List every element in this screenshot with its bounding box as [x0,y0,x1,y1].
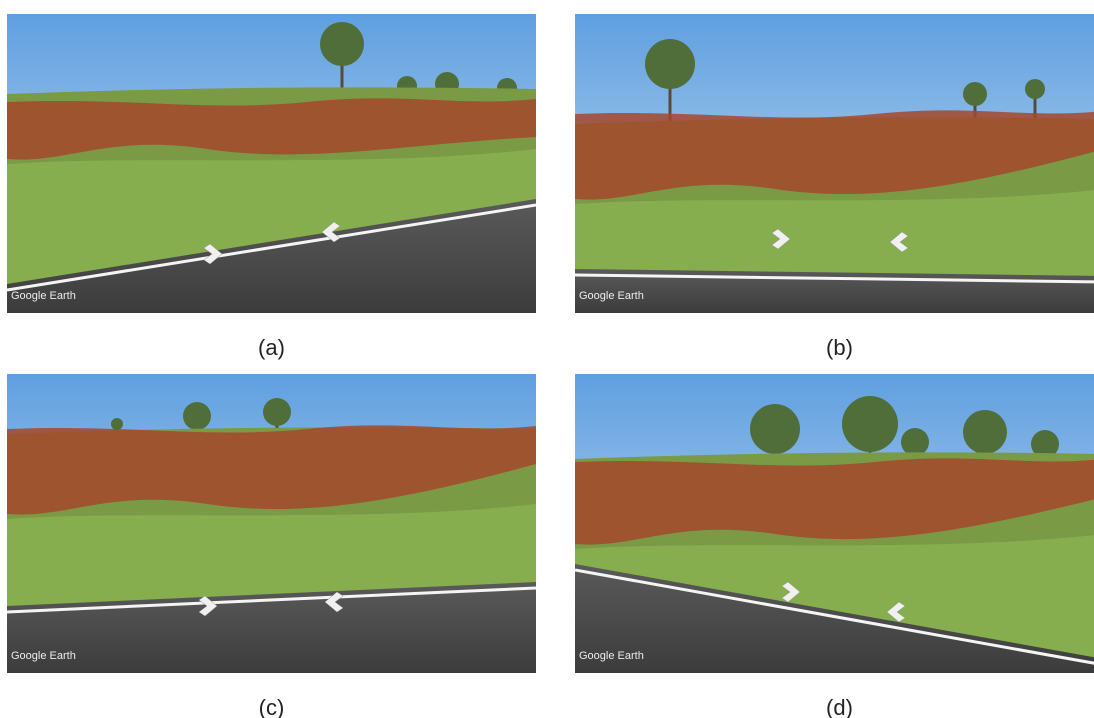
tree-crown [111,418,123,430]
photo: Google Earth [7,374,536,673]
tree-crown [842,396,898,452]
tree-crown [963,82,987,106]
tree-crown [320,22,364,66]
watermark: Google Earth [11,290,76,302]
tree-crown [901,428,929,456]
caption: (a) [258,335,285,360]
tree-crown [263,398,291,426]
tree-crown [645,39,695,89]
photo: Google Earth [575,14,1094,313]
caption: (d) [826,695,853,718]
figure: Google Earth (a) Google Earth (b) Google Ear… [0,0,1094,718]
photo: Google Earth [7,14,536,313]
photo: Google Earth [575,374,1094,673]
tree-crown [1025,79,1045,99]
watermark: Google Earth [11,650,76,662]
watermark: Google Earth [579,650,644,662]
tree-crown [963,410,1007,454]
caption: (c) [259,695,285,718]
caption: (b) [826,335,853,360]
tree-crown [750,404,800,454]
tree-crown [183,402,211,430]
watermark: Google Earth [579,290,644,302]
